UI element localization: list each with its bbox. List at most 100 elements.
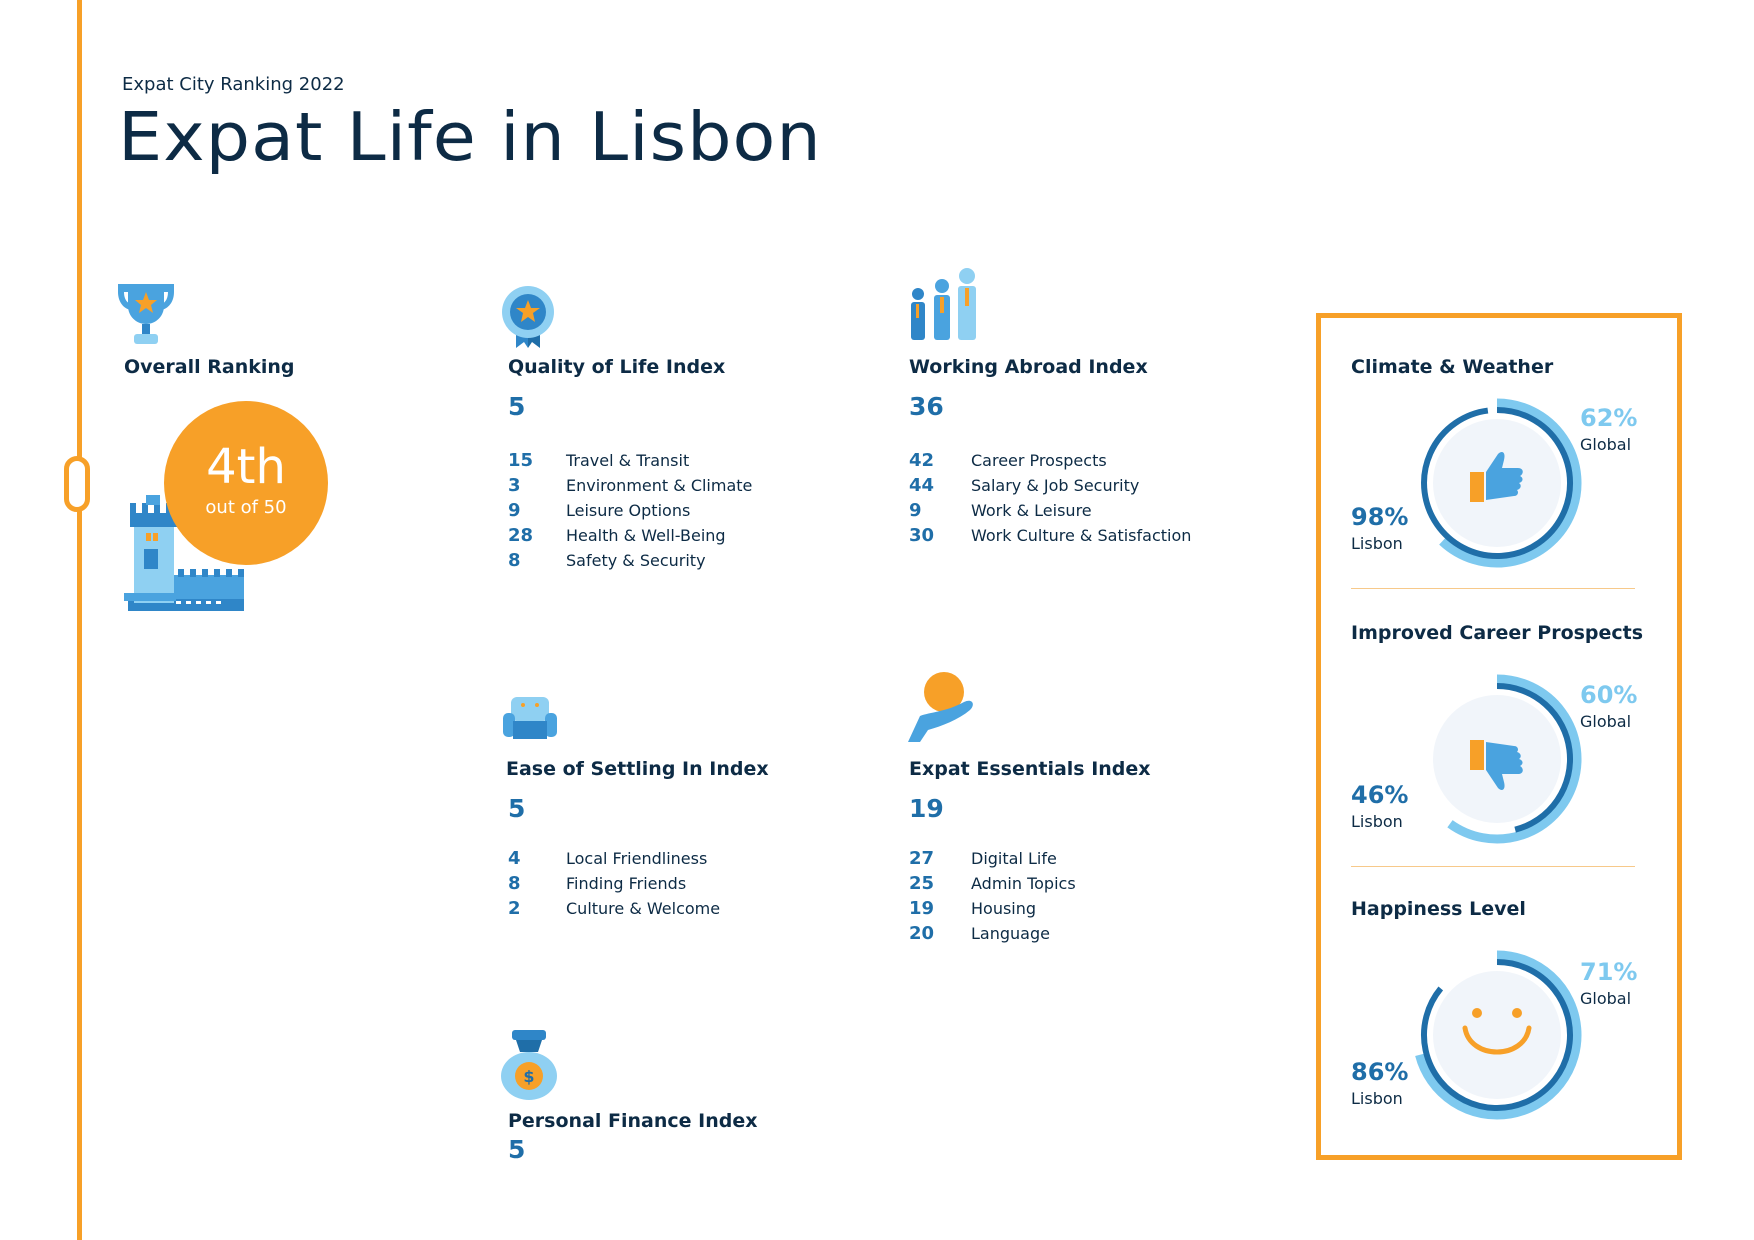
list-item: 44 Salary & Job Security bbox=[909, 473, 1191, 498]
item-label: Travel & Transit bbox=[566, 451, 690, 470]
settling-title: Ease of Settling In Index bbox=[506, 758, 769, 780]
gauge-global-pct: 62% bbox=[1580, 404, 1638, 432]
gauge-lisbon-pct: 86% bbox=[1351, 1058, 1409, 1086]
thumbs-up-icon bbox=[1470, 452, 1523, 502]
quality-list: 15 Travel & Transit 3 Environment & Climat… bbox=[508, 448, 752, 573]
item-rank: 19 bbox=[909, 898, 935, 919]
item-label: Housing bbox=[971, 899, 1037, 918]
page-title: Expat Life in Lisbon bbox=[118, 98, 822, 176]
gauge-lisbon-arc bbox=[1496, 683, 1573, 833]
panel-divider bbox=[1351, 866, 1635, 867]
list-item: 9 Work & Leisure bbox=[909, 498, 1191, 523]
item-rank: 42 bbox=[909, 450, 935, 471]
gauge-title: Improved Career Prospects bbox=[1351, 622, 1644, 644]
item-label: Leisure Options bbox=[566, 501, 691, 520]
essentials-score: 19 bbox=[909, 794, 944, 823]
item-rank: 25 bbox=[909, 873, 935, 894]
gauge-title: Happiness Level bbox=[1351, 898, 1526, 920]
item-rank: 30 bbox=[909, 525, 935, 546]
item-rank: 27 bbox=[909, 848, 935, 869]
item-rank: 44 bbox=[909, 475, 935, 496]
survey-panel bbox=[1316, 313, 1682, 1160]
item-rank: 9 bbox=[909, 500, 922, 521]
gauge-lisbon-arc bbox=[1421, 407, 1573, 559]
gauge-global-arc bbox=[1439, 398, 1582, 568]
item-rank: 4 bbox=[508, 848, 521, 869]
item-label: Work Culture & Satisfaction bbox=[971, 526, 1192, 545]
list-item: 8 Safety & Security bbox=[508, 548, 752, 573]
overall-rank-value: 4th bbox=[206, 439, 286, 495]
overall-ranking-title: Overall Ranking bbox=[124, 356, 295, 378]
item-rank: 20 bbox=[909, 923, 935, 944]
gauge-global-pct: 60% bbox=[1580, 681, 1638, 709]
list-item: 25 Admin Topics bbox=[909, 871, 1076, 896]
gauge-global-label: Global bbox=[1580, 989, 1632, 1008]
item-label: Culture & Welcome bbox=[566, 899, 721, 918]
list-item: 15 Travel & Transit bbox=[508, 448, 752, 473]
list-item: 27 Digital Life bbox=[909, 846, 1076, 871]
gauge-global-label: Global bbox=[1580, 435, 1632, 454]
svg-text:$: $ bbox=[523, 1067, 534, 1086]
gauge-global-label: Global bbox=[1580, 712, 1632, 731]
settling-score: 5 bbox=[508, 794, 526, 823]
happiness-gauge bbox=[1415, 950, 1582, 1120]
item-label: Finding Friends bbox=[566, 874, 687, 893]
gauge-global-arc bbox=[1447, 674, 1582, 844]
list-item: 2 Culture & Welcome bbox=[508, 896, 720, 921]
item-label: Salary & Job Security bbox=[971, 476, 1140, 495]
gauge-global-arc bbox=[1415, 950, 1582, 1120]
armchair-icon bbox=[503, 697, 557, 739]
tower-illustration bbox=[124, 495, 244, 611]
item-label: Digital Life bbox=[971, 849, 1057, 868]
item-label: Career Prospects bbox=[971, 451, 1107, 470]
list-item: 8 Finding Friends bbox=[508, 871, 720, 896]
working-list: 42 Career Prospects 44 Salary & Job Securi… bbox=[909, 448, 1191, 548]
overall-rank-outof: out of 50 bbox=[205, 497, 287, 518]
gauge-lisbon-label: Lisbon bbox=[1351, 534, 1403, 553]
list-item: 30 Work Culture & Satisfaction bbox=[909, 523, 1191, 548]
rosette-icon bbox=[502, 286, 554, 348]
list-item: 19 Housing bbox=[909, 896, 1076, 921]
quality-score: 5 bbox=[508, 392, 526, 421]
item-rank: 8 bbox=[508, 873, 521, 894]
gauge-global-pct: 71% bbox=[1580, 958, 1638, 986]
item-rank: 9 bbox=[508, 500, 521, 521]
item-rank: 8 bbox=[508, 550, 521, 571]
gauge-title: Climate & Weather bbox=[1351, 356, 1554, 378]
item-label: Admin Topics bbox=[971, 874, 1076, 893]
finance-score: 5 bbox=[508, 1135, 526, 1164]
gauge-lisbon-label: Lisbon bbox=[1351, 1089, 1403, 1108]
trophy-icon bbox=[118, 284, 174, 344]
panel-divider bbox=[1351, 588, 1635, 589]
list-item: 3 Environment & Climate bbox=[508, 473, 752, 498]
working-score: 36 bbox=[909, 392, 944, 421]
gauge-lisbon-pct: 98% bbox=[1351, 503, 1409, 531]
list-item: 42 Career Prospects bbox=[909, 448, 1191, 473]
finance-title: Personal Finance Index bbox=[508, 1110, 758, 1132]
item-rank: 15 bbox=[508, 450, 534, 471]
timeline-line bbox=[77, 0, 82, 1240]
list-item: 4 Local Friendliness bbox=[508, 846, 720, 871]
item-label: Health & Well-Being bbox=[566, 526, 726, 545]
workers-icon bbox=[911, 268, 976, 340]
gauge-lisbon-label: Lisbon bbox=[1351, 812, 1403, 831]
gauge-lisbon-pct: 46% bbox=[1351, 781, 1409, 809]
working-title: Working Abroad Index bbox=[909, 356, 1148, 378]
item-rank: 3 bbox=[508, 475, 521, 496]
climate-gauge bbox=[1421, 398, 1582, 568]
item-label: Local Friendliness bbox=[566, 849, 708, 868]
item-label: Safety & Security bbox=[566, 551, 706, 570]
item-label: Environment & Climate bbox=[566, 476, 753, 495]
item-rank: 28 bbox=[508, 525, 534, 546]
essentials-title: Expat Essentials Index bbox=[909, 758, 1151, 780]
gauge-lisbon-arc bbox=[1421, 959, 1573, 1111]
item-label: Work & Leisure bbox=[971, 501, 1092, 520]
thumbs-down-icon bbox=[1470, 740, 1523, 790]
list-item: 9 Leisure Options bbox=[508, 498, 752, 523]
item-label: Language bbox=[971, 924, 1050, 943]
overall-rank-badge: 4th out of 50 bbox=[164, 401, 328, 565]
item-rank: 2 bbox=[508, 898, 521, 919]
settling-list: 4 Local Friendliness 8 Finding Friends 2 Cu… bbox=[508, 846, 720, 921]
essentials-list: 27 Digital Life 25 Admin Topics 19 Housing … bbox=[909, 846, 1076, 946]
quality-title: Quality of Life Index bbox=[508, 356, 726, 378]
